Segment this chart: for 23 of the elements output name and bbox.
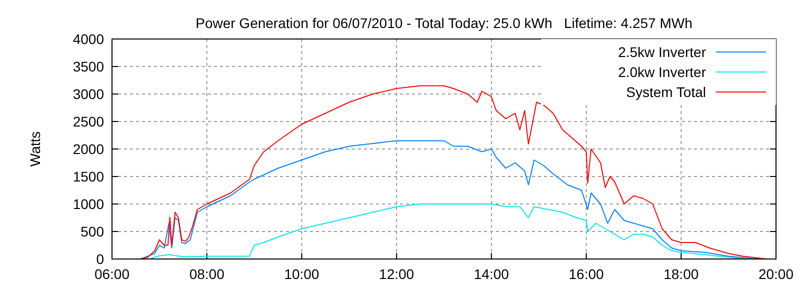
x-tick-label: 14:00 xyxy=(474,266,510,282)
x-tick-label: 06:00 xyxy=(94,266,130,282)
y-tick-label: 2500 xyxy=(72,114,104,130)
line-series xyxy=(140,85,768,260)
x-tick-label: 20:00 xyxy=(758,266,794,282)
legend-label: System Total xyxy=(626,84,706,100)
x-tick-label: 16:00 xyxy=(568,266,604,282)
y-tick-label: 1500 xyxy=(72,168,104,184)
y-tick-label: 2000 xyxy=(72,141,104,157)
legend-label: 2.5kw Inverter xyxy=(618,44,706,60)
y-tick-label: 0 xyxy=(96,251,104,267)
y-tick-label: 3500 xyxy=(72,58,104,74)
y-axis-title: Watts xyxy=(27,131,43,167)
chart-title: Power Generation for 06/07/2010 - Total Today: 25.0 kWh Lifetime: 4.257 MWh xyxy=(196,15,692,31)
legend-label: 2.0kw Inverter xyxy=(618,64,706,80)
x-tick-label: 10:00 xyxy=(284,266,320,282)
y-tick-label: 1000 xyxy=(72,196,104,212)
x-tick-label: 08:00 xyxy=(189,266,225,282)
x-tick-label: 12:00 xyxy=(379,266,414,282)
y-tick-label: 500 xyxy=(80,224,104,240)
y-tick-label: 3000 xyxy=(72,86,104,102)
y-tick-label: 4000 xyxy=(72,31,104,47)
x-tick-label: 18:00 xyxy=(664,266,699,282)
